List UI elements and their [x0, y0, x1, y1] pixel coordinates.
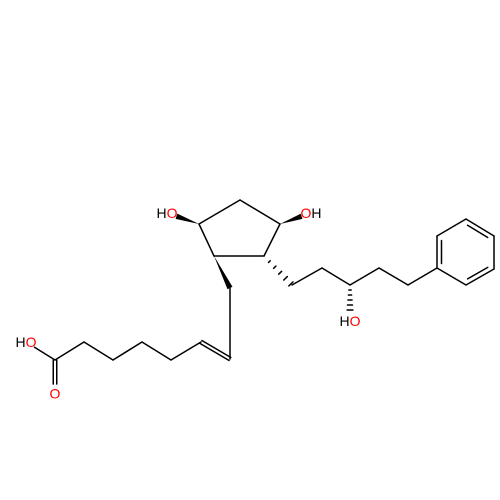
molecule-diagram: HO O HO OH HO	[0, 0, 500, 500]
atom-label: HO	[156, 205, 177, 221]
atom-label: HO	[15, 334, 36, 350]
atom-label: OH	[300, 205, 321, 221]
atom-label: HO	[339, 313, 360, 329]
atom-label: O	[50, 386, 61, 402]
